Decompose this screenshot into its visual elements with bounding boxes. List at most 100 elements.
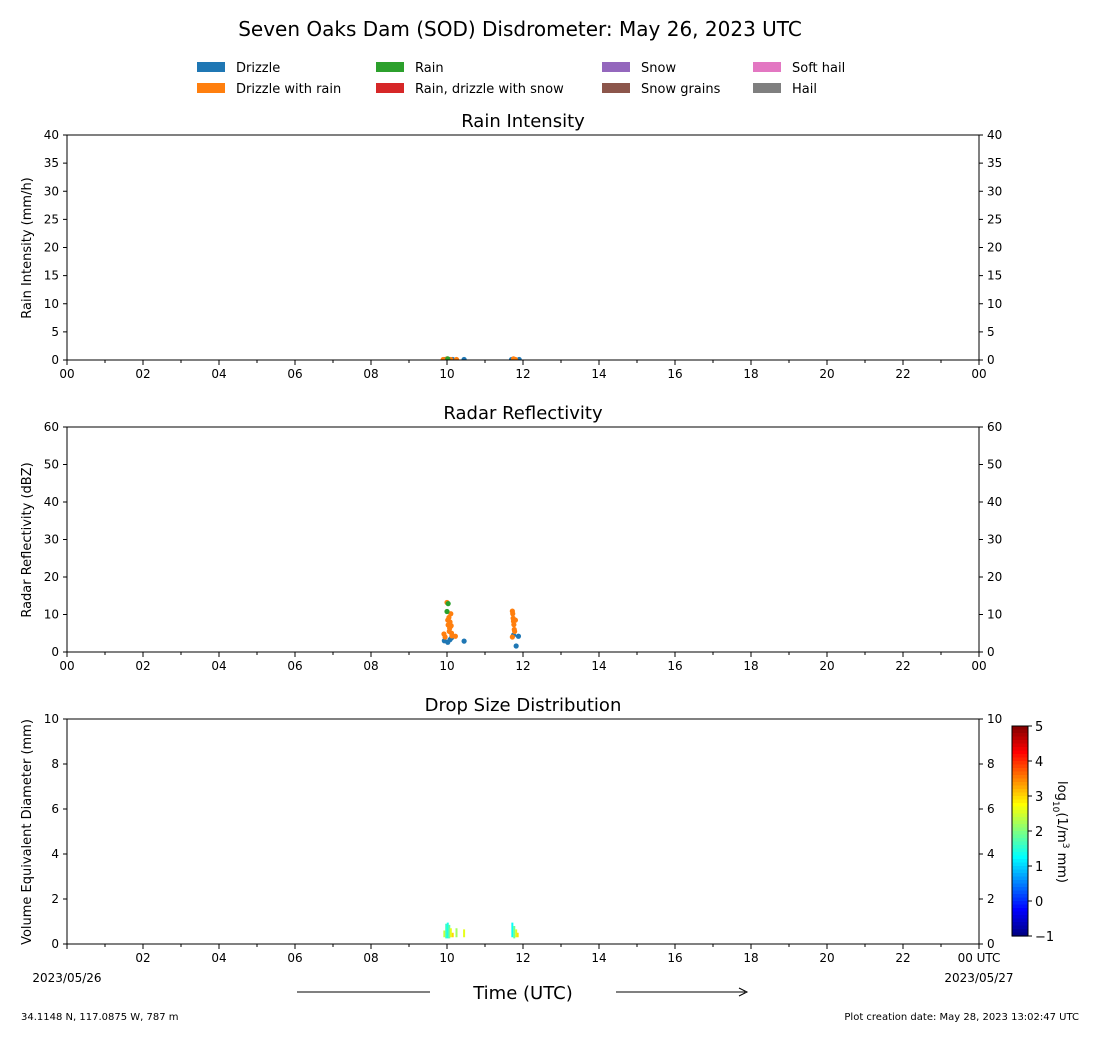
colorbar-segment-27: [1012, 820, 1028, 825]
colorbar-segment-41: [1012, 869, 1028, 874]
colorbar-segment-40: [1012, 866, 1028, 871]
point-1-1-21: [509, 634, 515, 640]
y-tick-label-right-2-3: 6: [987, 802, 995, 816]
colorbar-segment-8: [1012, 754, 1028, 759]
y-tick-label-right-1-4: 40: [987, 495, 1002, 509]
y-tick-label-left-1-3: 30: [44, 533, 59, 547]
point-0-2-0: [445, 356, 451, 360]
colorbar-tick-label-1: 4: [1035, 755, 1043, 770]
y-tick-label-left-1-4: 40: [44, 495, 59, 509]
colorbar-segment-24: [1012, 810, 1028, 815]
x-tick-label-1-7: 14: [591, 659, 606, 673]
footer-creation-date: Plot creation date: May 28, 2023 13:02:4…: [844, 1012, 1079, 1023]
dsd-cell-11: [516, 932, 519, 938]
y-tick-label-left-0-4: 20: [44, 241, 59, 255]
x-tick-label-0-7: 14: [591, 367, 606, 381]
plot-area-1: [441, 599, 522, 649]
colorbar-label-label_prefix: log: [1054, 781, 1069, 801]
dsd-cell-5: [451, 932, 454, 938]
x-tick-label-2-2: 04: [211, 951, 226, 965]
point-1-0-4: [461, 638, 467, 644]
colorbar-segment-43: [1012, 876, 1028, 881]
y-tick-label-left-1-2: 20: [44, 570, 59, 584]
y-tick-label-right-0-4: 20: [987, 241, 1002, 255]
x-tick-label-1-12: 00: [971, 659, 986, 673]
colorbar-segment-50: [1012, 901, 1028, 906]
y-tick-label-left-0-3: 15: [44, 269, 59, 283]
colorbar-tick-label-2: 3: [1035, 790, 1043, 805]
colorbar-segment-37: [1012, 855, 1028, 860]
colorbar-segment-19: [1012, 792, 1028, 797]
y-tick-label-right-1-3: 30: [987, 533, 1002, 547]
point-1-2-0: [444, 608, 450, 615]
dsd-cell-9: [513, 926, 516, 939]
y-tick-label-left-2-4: 8: [51, 757, 59, 771]
x-tick-label-1-10: 20: [819, 659, 834, 673]
legend-swatch-4: [602, 62, 630, 72]
x-tick-label-2-6: 12: [515, 951, 530, 965]
x-tick-label-0-3: 06: [287, 367, 302, 381]
x-tick-label-1-4: 08: [363, 659, 378, 673]
rain-intensity-title: Rain Intensity: [461, 111, 585, 132]
colorbar-tick-label-6: −1: [1035, 930, 1054, 945]
y-tick-label-left-2-3: 6: [51, 802, 59, 816]
y-tick-label-right-0-1: 5: [987, 325, 995, 339]
y-tick-label-right-2-1: 2: [987, 892, 995, 906]
y-tick-label-right-1-1: 10: [987, 608, 1002, 622]
colorbar-segment-15: [1012, 778, 1028, 783]
x-tick-label-2-8: 16: [667, 951, 682, 965]
colorbar-segment-9: [1012, 757, 1028, 762]
y-tick-label-right-0-8: 40: [987, 128, 1002, 142]
x-tick-label-0-5: 10: [439, 367, 454, 381]
colorbar-segment-12: [1012, 768, 1028, 773]
colorbar-segment-0: [1012, 726, 1028, 731]
x-tick-label-0-8: 16: [667, 367, 682, 381]
axes-frame-2: [66, 718, 980, 945]
axes-frame-0: [66, 134, 980, 361]
plot-area-0: [440, 356, 522, 360]
y-tick-label-left-0-7: 35: [44, 156, 59, 170]
colorbar-label: log10(1/m3 mm): [1050, 781, 1070, 883]
x-start-date: 2023/05/26: [32, 971, 101, 985]
x-tick-label-1-9: 18: [743, 659, 758, 673]
legend-swatch-2: [376, 62, 404, 72]
colorbar-segment-11: [1012, 764, 1028, 769]
legend: Drizzle Drizzle with rain Rain Rain, drizzl…: [197, 61, 845, 97]
rain-intensity-ylabel: Rain Intensity (mm/h): [20, 177, 35, 319]
y-tick-label-left-0-8: 40: [44, 128, 59, 142]
point-1-1-1: [442, 634, 448, 640]
colorbar-segment-18: [1012, 789, 1028, 794]
dsd-cell-1: [445, 923, 448, 939]
x-start-label-bg: [40, 950, 100, 966]
radar-reflectivity-title: Radar Reflectivity: [443, 403, 603, 424]
colorbar-segment-44: [1012, 880, 1028, 885]
y-tick-label-right-0-3: 15: [987, 269, 1002, 283]
point-0-0-3: [461, 356, 467, 360]
colorbar-segment-42: [1012, 873, 1028, 878]
legend-label-2: Rain: [415, 61, 444, 76]
colorbar-segment-20: [1012, 796, 1028, 801]
colorbar-tick-label-5: 0: [1035, 895, 1043, 910]
colorbar-label-label_suffix: mm): [1054, 848, 1069, 883]
x-tick-label-1-2: 04: [211, 659, 226, 673]
colorbar-segment-7: [1012, 750, 1028, 755]
y-tick-label-right-0-6: 30: [987, 184, 1002, 198]
colorbar-segment-46: [1012, 887, 1028, 892]
x-tick-label-2-1: 02: [135, 951, 150, 965]
dsd-cell-2: [446, 922, 449, 939]
y-tick-label-left-0-2: 10: [44, 297, 59, 311]
colorbar-segment-14: [1012, 775, 1028, 780]
colorbar-segment-31: [1012, 834, 1028, 839]
legend-label-3: Rain, drizzle with snow: [415, 82, 564, 97]
xaxis-title: Time (UTC): [472, 983, 573, 1004]
colorbar-segment-57: [1012, 925, 1028, 930]
x-tick-label-2-5: 10: [439, 951, 454, 965]
x-tick-label-0-1: 02: [135, 367, 150, 381]
x-tick-label-1-6: 12: [515, 659, 530, 673]
colorbar-segment-33: [1012, 841, 1028, 846]
x-tick-label-2-12: 00 UTC: [958, 951, 1001, 965]
dsd-ylabel: Volume Equivalent Diameter (mm): [20, 719, 35, 945]
colorbar-segment-10: [1012, 761, 1028, 766]
radar-reflectivity-ylabel: Radar Reflectivity (dBZ): [20, 462, 35, 617]
